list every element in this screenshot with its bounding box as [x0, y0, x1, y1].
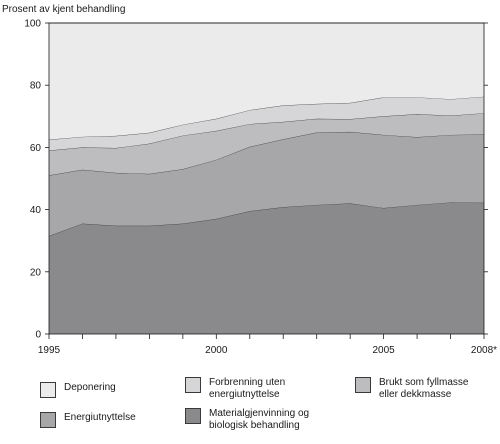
area-series-4: [49, 23, 484, 140]
y-axis-title: Prosent av kjent behandling: [2, 4, 125, 15]
y-tick-label: 20: [30, 267, 42, 278]
legend-swatch-deponering: [40, 382, 56, 398]
axes: 0 20 40 60 80 100 1995 2000 2005 2008*: [24, 19, 497, 357]
legend-item-fyllmasse: Brukt som fyllmasse eller dekkmasse: [355, 377, 468, 401]
area-series-0: [49, 202, 484, 334]
x-tick-label: 2005: [372, 345, 395, 356]
x-tick-label: 1995: [38, 345, 61, 356]
legend-label-forbrenning: Forbrenning uten energiutnyttelse: [209, 377, 286, 400]
y-tick-label: 100: [24, 19, 41, 30]
legend-item-forbrenning: Forbrenning uten energiutnyttelse: [185, 377, 285, 401]
legend-item-energiutnyttelse: Energiutnyttelse: [40, 412, 136, 428]
area-layers: [48, 22, 485, 334]
legend-label-fyllmasse: Brukt som fyllmasse eller dekkmasse: [379, 377, 469, 400]
x-tick-label: 2008*: [471, 345, 497, 356]
legend-swatch-materialgjenvinning: [185, 408, 201, 424]
y-tick-label: 60: [30, 143, 42, 154]
y-tick-label: 80: [30, 81, 42, 92]
chart: Prosent av kjent behandling 0 20 40 60 80 100…: [2, 4, 497, 357]
x-tick-label: 2000: [205, 345, 228, 356]
area-series-1: [49, 131, 484, 237]
legend: Deponering Forbrenning uten energiutnytt…: [0, 374, 500, 444]
legend-swatch-energiutnyttelse: [40, 412, 56, 428]
y-tick-label: 40: [30, 205, 42, 216]
y-tick-label: 0: [35, 330, 41, 341]
legend-item-materialgjenvinning: Materialgjenvinning og biologisk behandl…: [185, 408, 309, 432]
area-series-2: [49, 113, 484, 176]
legend-label-materialgjenvinning: Materialgjenvinning og biologisk behandl…: [209, 408, 310, 431]
legend-label-energiutnyttelse: Energiutnyttelse: [64, 412, 136, 423]
legend-label-deponering: Deponering: [64, 382, 116, 393]
area-series-3: [49, 96, 484, 151]
legend-swatch-forbrenning: [185, 377, 201, 393]
legend-swatch-fyllmasse: [355, 377, 371, 393]
legend-item-deponering: Deponering: [40, 382, 116, 398]
plot-frame: [48, 22, 485, 335]
